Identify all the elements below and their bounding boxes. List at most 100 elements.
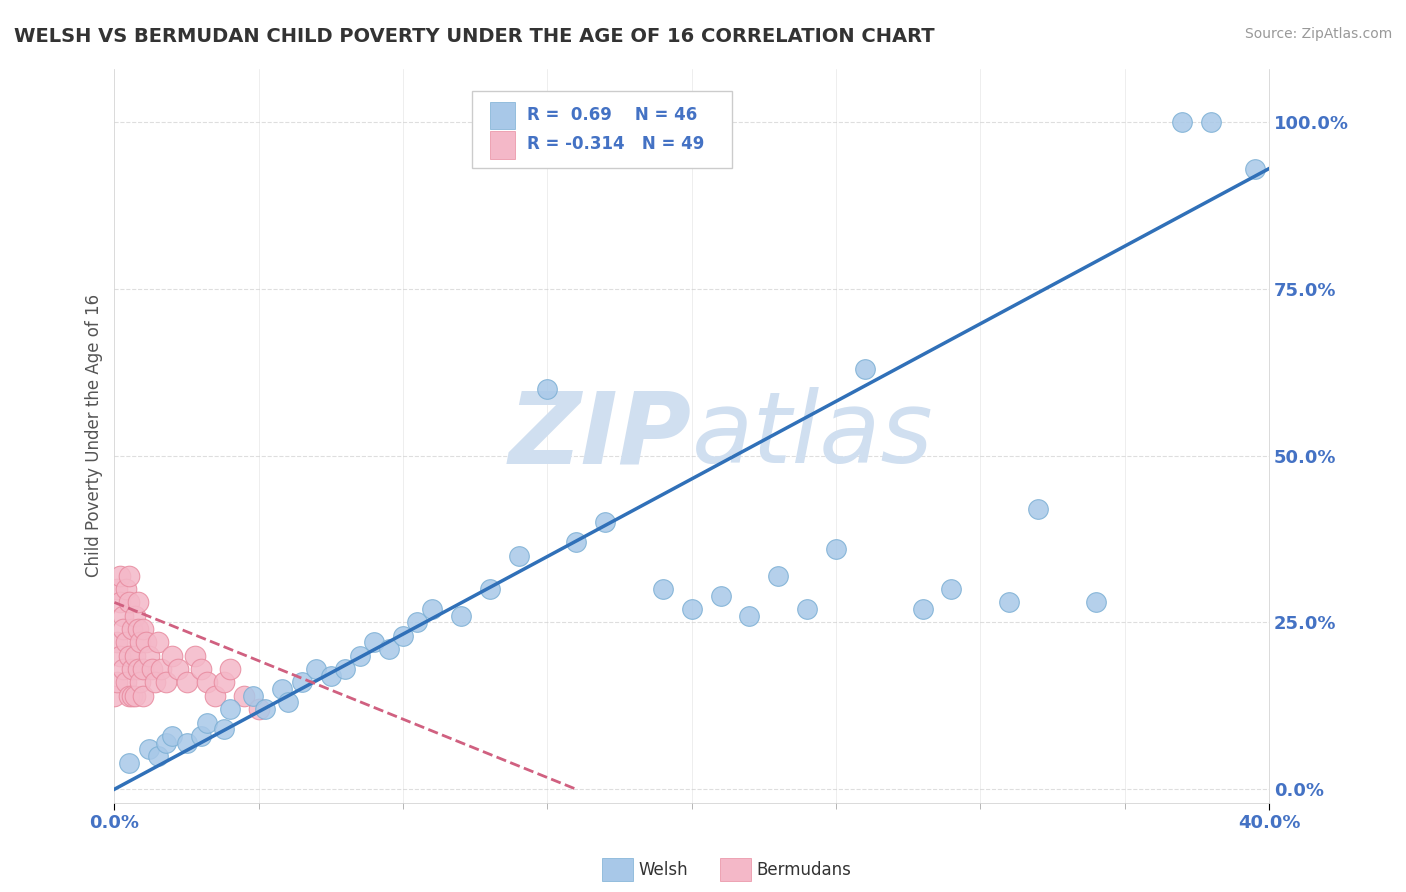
Point — [132, 662, 155, 676]
Point — [115, 582, 138, 596]
Point — [796, 602, 818, 616]
Point — [270, 682, 292, 697]
Text: WELSH VS BERMUDAN CHILD POVERTY UNDER THE AGE OF 16 CORRELATION CHART: WELSH VS BERMUDAN CHILD POVERTY UNDER TH… — [14, 27, 935, 45]
Point — [1084, 595, 1107, 609]
Point — [108, 568, 131, 582]
Point — [853, 361, 876, 376]
Point — [911, 602, 934, 616]
Point — [738, 608, 761, 623]
Point — [138, 648, 160, 663]
FancyBboxPatch shape — [489, 102, 515, 129]
Point — [121, 622, 143, 636]
Text: R = -0.314   N = 49: R = -0.314 N = 49 — [527, 135, 704, 153]
Point — [218, 702, 240, 716]
FancyBboxPatch shape — [489, 131, 515, 159]
Point — [508, 549, 530, 563]
Point — [118, 568, 141, 582]
Point — [138, 742, 160, 756]
Text: Source: ZipAtlas.com: Source: ZipAtlas.com — [1244, 27, 1392, 41]
Point — [377, 642, 399, 657]
Point — [132, 622, 155, 636]
Text: Bermudans: Bermudans — [756, 861, 851, 879]
Point — [112, 662, 135, 676]
Point — [108, 648, 131, 663]
Point — [135, 635, 157, 649]
Text: Welsh: Welsh — [638, 861, 688, 879]
Point — [176, 675, 198, 690]
Point — [167, 662, 190, 676]
Point — [478, 582, 501, 596]
Point — [160, 729, 183, 743]
Point — [681, 602, 703, 616]
Point — [143, 675, 166, 690]
Point — [129, 635, 152, 649]
Point — [118, 689, 141, 703]
Point — [335, 662, 357, 676]
Point — [941, 582, 963, 596]
Point — [212, 722, 235, 736]
Point — [825, 541, 848, 556]
Point — [536, 382, 558, 396]
Point — [160, 648, 183, 663]
Point — [115, 635, 138, 649]
Point — [115, 675, 138, 690]
Point — [450, 608, 472, 623]
Point — [127, 662, 149, 676]
Point — [363, 635, 385, 649]
Point — [233, 689, 256, 703]
Text: atlas: atlas — [692, 387, 934, 484]
Point — [1199, 115, 1222, 129]
Point — [709, 589, 731, 603]
Point — [651, 582, 673, 596]
Point — [204, 689, 226, 703]
Point — [212, 675, 235, 690]
Point — [593, 516, 616, 530]
Point — [124, 689, 146, 703]
Point — [124, 608, 146, 623]
Y-axis label: Child Poverty Under the Age of 16: Child Poverty Under the Age of 16 — [86, 294, 103, 577]
Point — [195, 675, 218, 690]
Point — [176, 735, 198, 749]
Point — [253, 702, 276, 716]
Point — [105, 675, 128, 690]
Point — [105, 582, 128, 596]
Point — [565, 535, 588, 549]
Point — [218, 662, 240, 676]
Point — [121, 689, 143, 703]
Point — [420, 602, 443, 616]
Point — [118, 756, 141, 770]
Point — [242, 689, 264, 703]
Text: ZIP: ZIP — [509, 387, 692, 484]
Point — [132, 689, 155, 703]
Point — [112, 608, 135, 623]
Point — [998, 595, 1021, 609]
Point — [291, 675, 314, 690]
Point — [277, 696, 299, 710]
Point — [155, 675, 177, 690]
Point — [146, 635, 169, 649]
Point — [1243, 161, 1265, 176]
Point — [121, 662, 143, 676]
Point — [103, 689, 125, 703]
Point — [190, 729, 212, 743]
Point — [127, 622, 149, 636]
Point — [124, 648, 146, 663]
Point — [406, 615, 429, 630]
Point — [112, 622, 135, 636]
Point — [319, 669, 342, 683]
Point — [146, 748, 169, 763]
Point — [155, 735, 177, 749]
Point — [127, 595, 149, 609]
Point — [184, 648, 207, 663]
Point — [195, 715, 218, 730]
Point — [392, 629, 415, 643]
Point — [349, 648, 371, 663]
Point — [1171, 115, 1194, 129]
Point — [129, 675, 152, 690]
Point — [118, 595, 141, 609]
Text: R =  0.69    N = 46: R = 0.69 N = 46 — [527, 106, 697, 124]
FancyBboxPatch shape — [472, 91, 733, 168]
Point — [141, 662, 163, 676]
Point — [247, 702, 270, 716]
Point — [118, 648, 141, 663]
